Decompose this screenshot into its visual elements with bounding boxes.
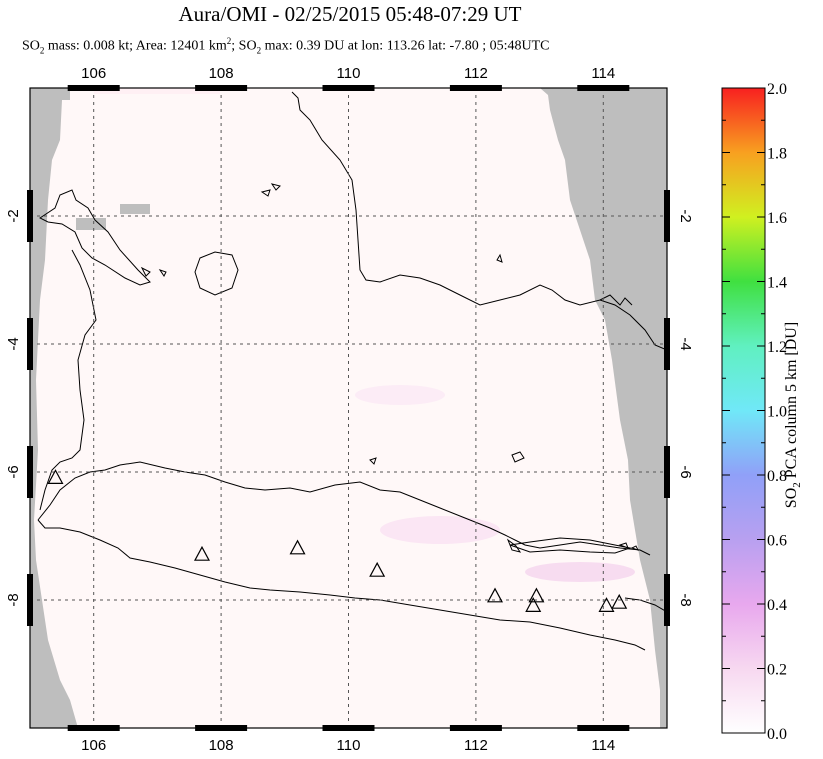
nodata-patch-2 <box>76 218 106 230</box>
lat-label-right: -8 <box>677 593 694 606</box>
colorbar-tick-label: 0.2 <box>767 662 787 679</box>
tick-bar-bottom-106 <box>67 725 120 731</box>
coast-java-north <box>37 461 651 556</box>
volcano-icon <box>598 597 615 613</box>
volcano-icon <box>528 587 545 603</box>
map-title: Aura/OMI - 02/25/2015 05:48-07:29 UT <box>178 2 522 26</box>
coast-java-south <box>37 519 646 651</box>
colorbar-tick-label: 0.4 <box>767 597 787 614</box>
lon-label-top: 112 <box>464 65 488 82</box>
lon-label-bottom: 106 <box>81 737 106 754</box>
grid-lines <box>30 88 667 728</box>
coast-belitung <box>194 251 239 296</box>
tick-bar-bottom-108 <box>195 725 248 731</box>
nodata-right <box>540 88 667 728</box>
nodata-patch <box>610 178 655 186</box>
lon-label-top: 110 <box>337 65 361 82</box>
lat-label-right: -4 <box>677 337 694 350</box>
volcano-icon <box>193 545 210 561</box>
lon-label-bottom: 108 <box>209 737 234 754</box>
volcano-icon <box>487 587 504 603</box>
colorbar-label-main: SO <box>782 487 800 509</box>
tick-bar-top-106 <box>67 85 120 91</box>
coastlines <box>37 91 667 651</box>
colorbar-tick-label: 0.8 <box>767 468 787 485</box>
tick-bar-right--2 <box>664 190 670 242</box>
volcano-icon <box>525 597 542 613</box>
lat-label-right: -6 <box>677 465 694 478</box>
nodata-patch-3 <box>120 204 150 214</box>
coast-java-islets <box>506 538 639 553</box>
subtitle-so2-sub: 2 <box>39 45 45 56</box>
lon-label-top: 114 <box>591 65 615 82</box>
volcano-markers <box>47 469 628 613</box>
lat-label-left: -8 <box>5 593 22 606</box>
tick-bar-top-112 <box>449 85 502 91</box>
coast-sumatra <box>39 189 151 511</box>
colorbar-tick-label: 1.0 <box>767 404 787 421</box>
subtitle-max-sub: 2 <box>256 45 262 56</box>
lon-label-bottom: 112 <box>464 737 488 754</box>
tick-bar-left--2 <box>27 190 33 242</box>
lon-label-bottom: 110 <box>337 737 361 754</box>
subtitle-mass: mass: 0.008 kt; Area: 12401 km <box>44 38 227 54</box>
tick-bar-bottom-112 <box>449 725 502 731</box>
colorbar-label-sub: 2 <box>791 482 804 488</box>
colorbar-tick-label: 0.6 <box>767 533 787 550</box>
subtitle-so2: SO <box>22 38 40 54</box>
volcano-icon <box>369 561 386 577</box>
lat-label-left: -4 <box>5 337 22 350</box>
colorbar-tick-label: 2.0 <box>767 81 787 98</box>
colorbar-tick-label: 1.4 <box>767 275 787 292</box>
volcano-icon <box>611 593 628 609</box>
subtitle-max: ; SO <box>231 38 257 54</box>
volcano-icon <box>47 469 64 484</box>
tick-bar-left--8 <box>27 574 33 626</box>
colorbar-tick-label: 1.6 <box>767 210 787 227</box>
so2-haze-3 <box>355 385 445 405</box>
map-axes: 106 106 108 108 110 110 112 112 114 114 -2 -2 -4 -4 -6… <box>5 65 694 754</box>
tick-bar-right--4 <box>664 318 670 370</box>
colorbar-label: SO2 PCA column 5 km [DU] <box>783 322 803 508</box>
so2-haze <box>380 516 500 544</box>
coast-small-islands <box>369 253 525 465</box>
map-subtitle: SO2 mass: 0.008 kt; Area: 12401 km2; SO2… <box>22 36 550 55</box>
lat-label-left: -2 <box>5 209 22 222</box>
coast-madura <box>509 537 632 554</box>
tick-bar-bottom-110 <box>322 725 375 731</box>
coast-bangka-islets <box>140 183 281 277</box>
coast-borneo <box>291 91 667 351</box>
coast-borneo-east <box>599 294 633 306</box>
shade-top <box>94 88 220 94</box>
lat-label-right: -2 <box>677 209 694 222</box>
tick-bar-left--4 <box>27 318 33 370</box>
tick-bar-top-110 <box>322 85 375 91</box>
lon-label-top: 108 <box>209 65 234 82</box>
map-area <box>30 88 667 728</box>
so2-haze-2 <box>525 562 635 582</box>
tick-bar-top-108 <box>195 85 248 91</box>
lat-label-left: -6 <box>5 465 22 478</box>
subtitle-rest: max: 0.39 DU at lon: 113.26 lat: -7.80 ;… <box>261 38 550 54</box>
tick-bar-right--6 <box>664 446 670 498</box>
volcano-icon <box>289 539 306 555</box>
nodata-left <box>30 88 78 728</box>
tick-bar-right--8 <box>664 574 670 626</box>
colorbar-ticks: 0.0 0.2 0.4 0.6 0.8 1.0 1.2 1.4 1.6 1.8 2.0 <box>722 81 787 743</box>
tick-bar-left--6 <box>27 446 33 498</box>
lon-label-bottom: 114 <box>591 737 615 754</box>
subtitle-area-sup: 2 <box>226 36 232 46</box>
colorbar-tick-label: 1.8 <box>767 146 787 163</box>
lon-label-top: 106 <box>81 65 106 82</box>
tick-bar-top-114 <box>577 85 630 91</box>
colorbar-tick-label: 1.2 <box>767 339 787 356</box>
colorbar-tick-label: 0.0 <box>767 726 787 743</box>
coast-bali <box>624 597 667 613</box>
tick-bar-bottom-114 <box>577 725 630 731</box>
colorbar-label-rest: PCA column 5 km [DU] <box>782 321 800 483</box>
